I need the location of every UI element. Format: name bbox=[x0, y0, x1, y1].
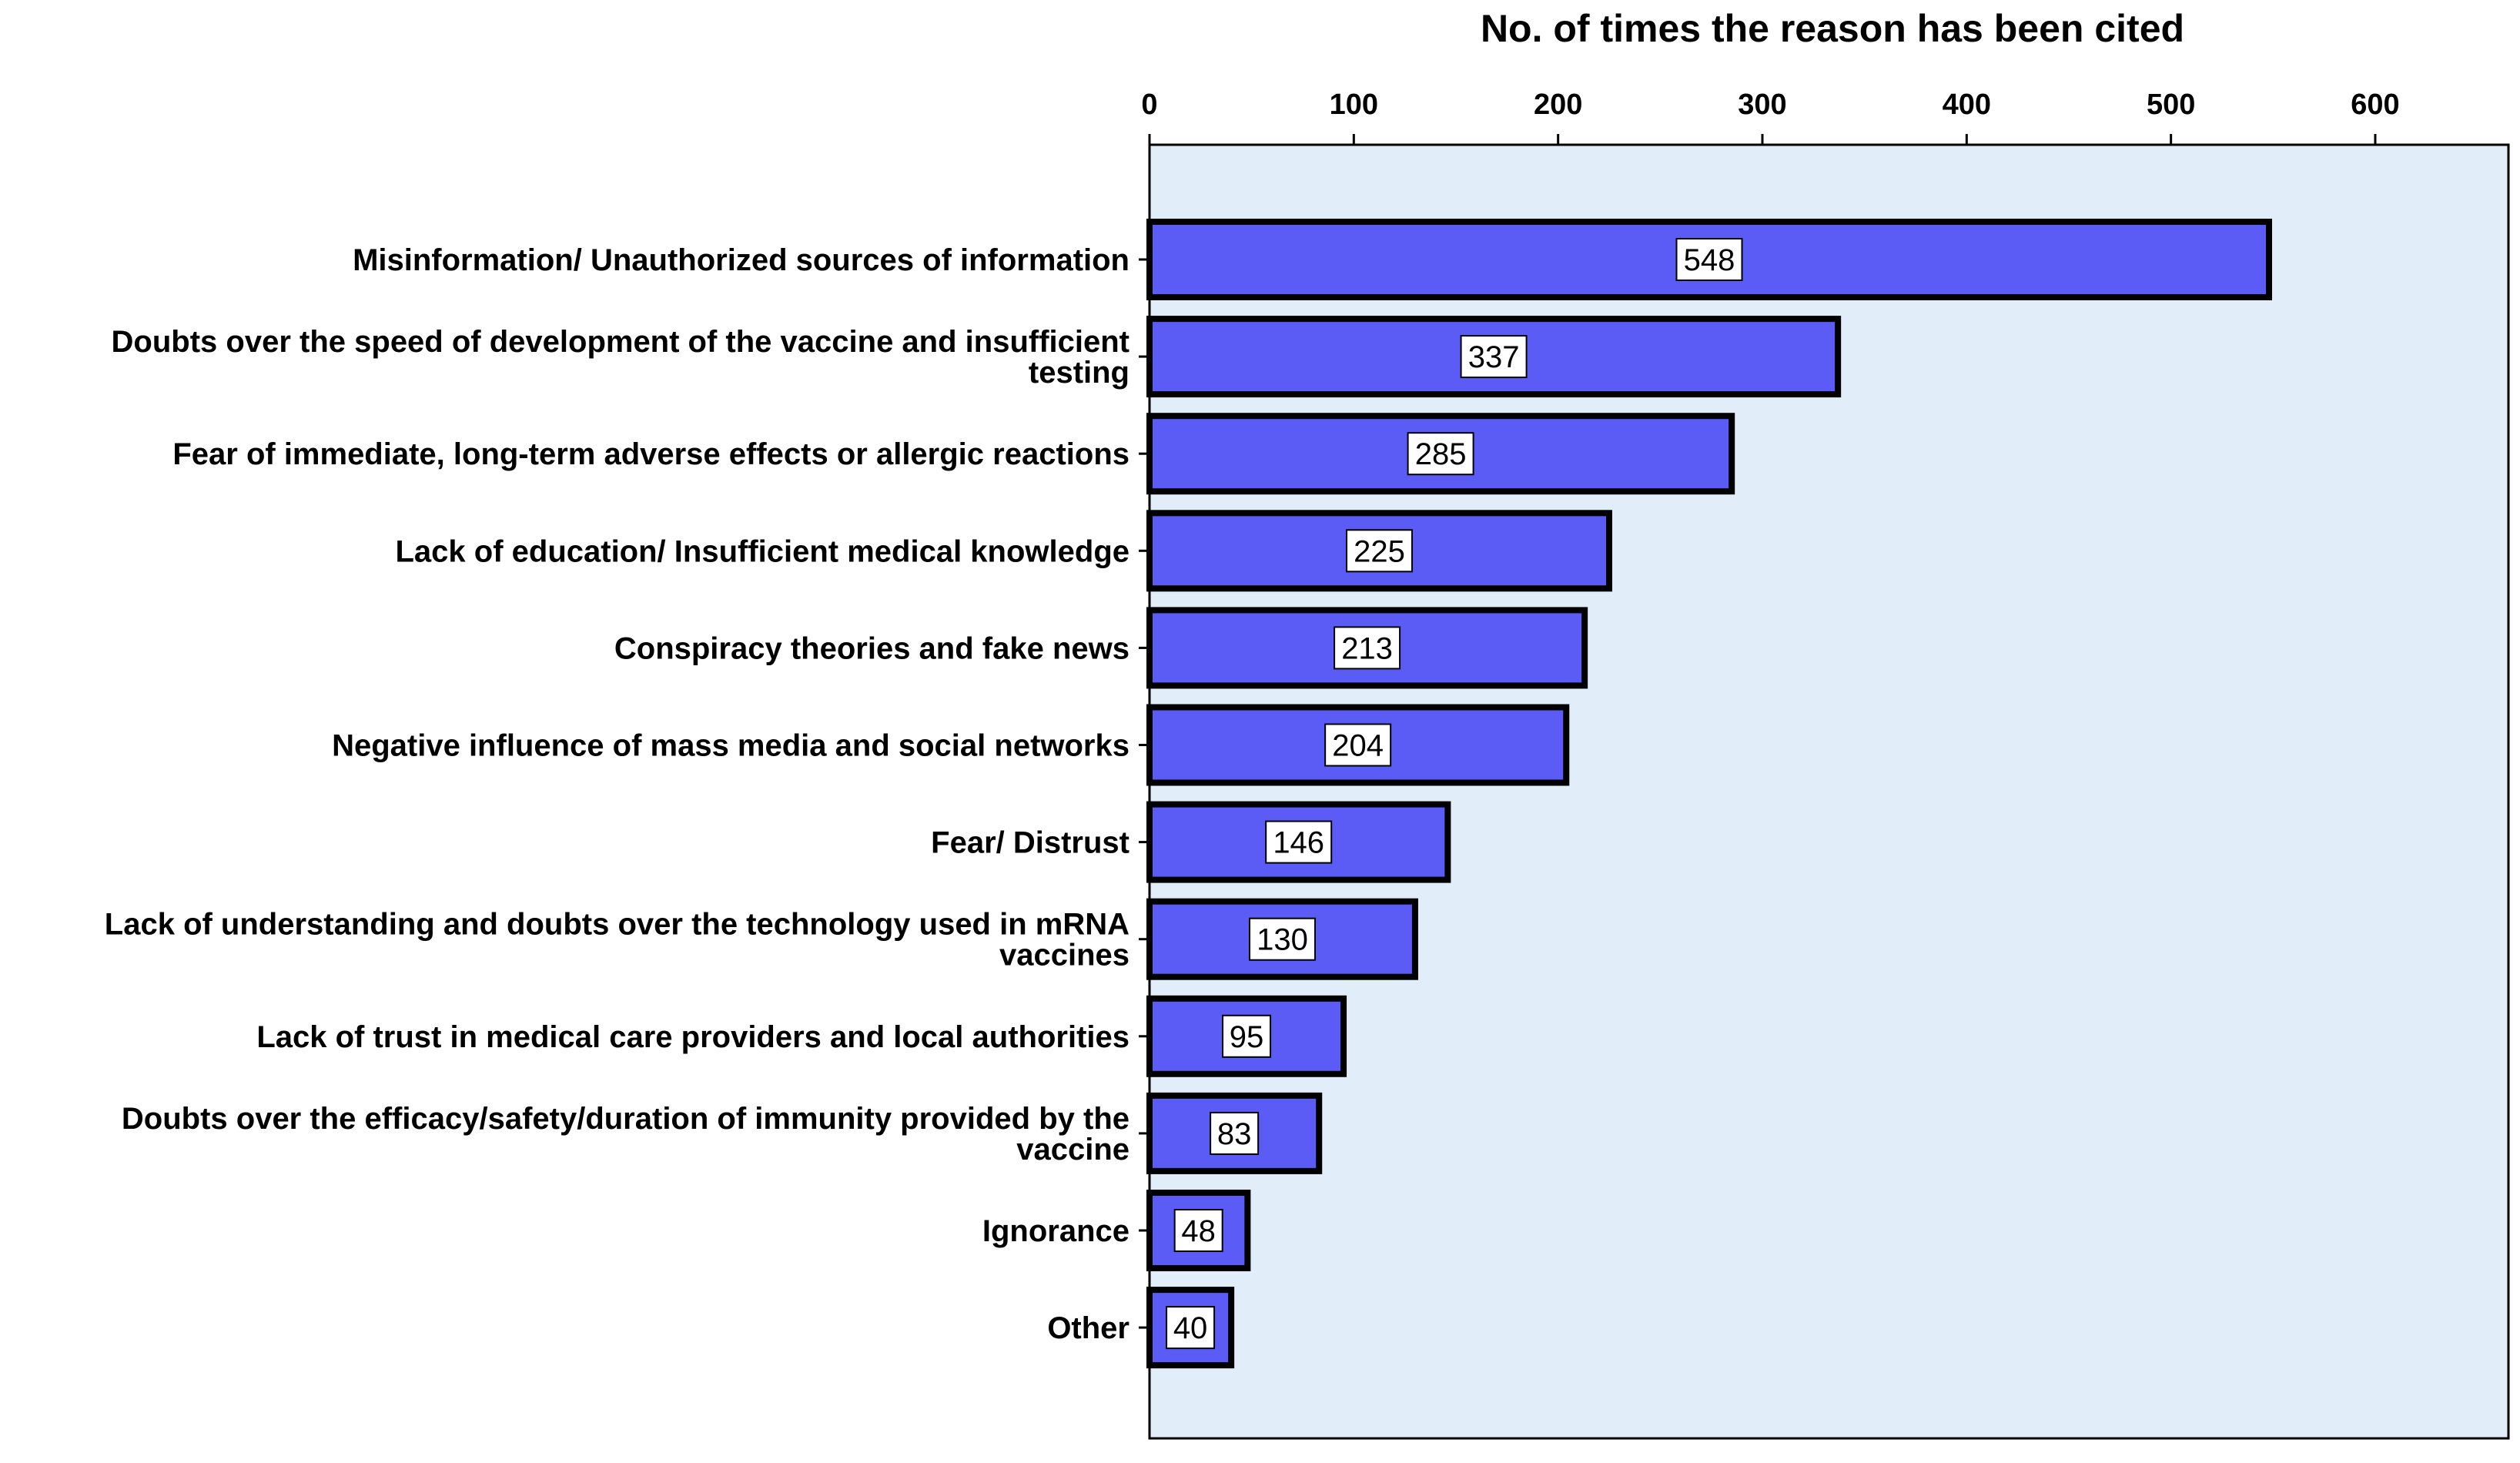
x-tick-label: 100 bbox=[1330, 89, 1378, 121]
category-labels: Misinformation/ Unauthorized sources of … bbox=[105, 243, 1129, 1345]
data-label: 40 bbox=[1173, 1311, 1208, 1345]
data-label-box bbox=[1345, 529, 1413, 573]
x-tick-label: 400 bbox=[1943, 89, 1991, 121]
category-label: testing bbox=[1029, 356, 1129, 390]
data-label-box bbox=[1210, 1111, 1260, 1155]
data-label-box bbox=[1173, 1209, 1223, 1252]
x-tick-label: 600 bbox=[2351, 89, 2399, 121]
data-label-box bbox=[1334, 626, 1401, 670]
category-label: Fear/ Distrust bbox=[931, 826, 1129, 860]
data-label-box bbox=[1407, 432, 1474, 476]
category-label: Other bbox=[1047, 1311, 1129, 1345]
category-label: Doubts over the speed of development of … bbox=[112, 325, 1129, 359]
x-tick-label: 300 bbox=[1738, 89, 1786, 121]
category-label: vaccine bbox=[1016, 1133, 1129, 1167]
category-label: Misinformation/ Unauthorized sources of … bbox=[353, 243, 1129, 277]
data-label-box bbox=[1460, 335, 1528, 379]
x-tick-label: 0 bbox=[1141, 89, 1157, 121]
data-label-box bbox=[1222, 1014, 1272, 1058]
category-label: Fear of immediate, long-term adverse eff… bbox=[172, 437, 1129, 471]
data-label: 204 bbox=[1332, 729, 1384, 763]
data-label: 146 bbox=[1273, 826, 1324, 860]
data-label: 130 bbox=[1257, 923, 1308, 957]
data-label: 337 bbox=[1468, 340, 1520, 374]
category-label: Lack of understanding and doubts over th… bbox=[105, 908, 1129, 942]
category-label: Negative influence of mass media and soc… bbox=[332, 729, 1129, 763]
data-label-box bbox=[1324, 723, 1392, 767]
category-label: Lack of education/ Insufficient medical … bbox=[395, 534, 1129, 568]
x-axis: 0 100 200 300 400 500 600 bbox=[1141, 89, 2400, 145]
data-label-box bbox=[1166, 1306, 1216, 1350]
data-label: 48 bbox=[1181, 1214, 1216, 1248]
data-label: 213 bbox=[1341, 631, 1393, 665]
data-label: 548 bbox=[1684, 243, 1735, 277]
data-label-box bbox=[1248, 917, 1316, 961]
x-tick-label: 200 bbox=[1534, 89, 1582, 121]
data-label: 225 bbox=[1354, 534, 1405, 568]
category-label: Lack of trust in medical care providers … bbox=[256, 1020, 1129, 1054]
data-label: 95 bbox=[1230, 1020, 1264, 1054]
category-label: Conspiracy theories and fake news bbox=[614, 631, 1129, 665]
data-label-box bbox=[1265, 820, 1333, 864]
data-label: 83 bbox=[1217, 1117, 1252, 1151]
category-label: Doubts over the efficacy/safety/duration… bbox=[122, 1102, 1129, 1136]
x-tick-label: 500 bbox=[2147, 89, 2195, 121]
category-label: vaccines bbox=[999, 939, 1129, 973]
data-label-box bbox=[1675, 238, 1743, 281]
chart-title: No. of times the reason has been cited bbox=[1481, 7, 2184, 50]
bars: 548 337 285 225 213 204 146 130 95 83 48 40 bbox=[1139, 219, 2273, 1369]
category-label: Ignorance bbox=[982, 1214, 1129, 1248]
data-label: 285 bbox=[1415, 437, 1467, 471]
